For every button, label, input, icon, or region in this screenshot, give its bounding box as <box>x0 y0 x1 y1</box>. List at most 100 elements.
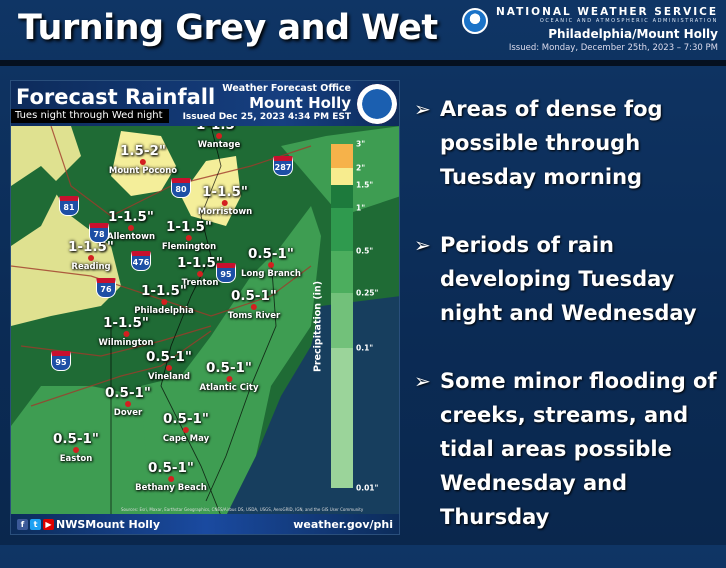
city-dot-icon <box>87 255 94 261</box>
rainfall-amount: 0.5-1" <box>231 288 277 304</box>
city-dot-icon <box>168 476 174 482</box>
bullet-item: ➢ Some minor flooding of creeks, streams,… <box>414 364 724 534</box>
city-label: 0.5-1" Atlantic City <box>199 360 258 393</box>
city-label: 1-1.5" Trenton <box>177 255 223 288</box>
city-name: Flemington <box>161 242 217 252</box>
office-name: Philadelphia/Mount Holly <box>548 27 718 41</box>
city-dot-icon <box>161 299 167 305</box>
city-name: Atlantic City <box>199 383 259 393</box>
map-footer: f t ▶ NWSMount Holly weather.gov/phi <box>11 514 399 534</box>
city-label: 1-1.5" Flemington <box>162 219 216 252</box>
city-label: 0.5-1" Vineland <box>146 349 192 382</box>
city-dot-icon <box>185 235 192 241</box>
city-label: 1.5-2" Mount Pocono <box>109 143 177 176</box>
precipitation-legend <box>331 144 353 491</box>
city-label: 0.5-1" Bethany Beach <box>135 460 207 493</box>
rainfall-amount: 1-1.5" <box>108 209 154 225</box>
agency-subtitle: OCEANIC AND ATMOSPHERIC ADMINISTRATION <box>539 18 718 24</box>
bullet-text: Areas of dense fog possible through Tues… <box>440 97 663 189</box>
bullet-item: ➢ Areas of dense fog possible through Tue… <box>414 92 724 194</box>
city-name: Philadelphia <box>134 306 194 316</box>
city-name: Long Branch <box>241 269 301 279</box>
rainfall-amount: 1.5-2" <box>120 143 166 159</box>
city-name: Wilmington <box>98 338 154 348</box>
office-name-map: Mount Holly <box>249 94 351 112</box>
city-dot-icon <box>72 447 79 453</box>
bullet-list: ➢ Areas of dense fog possible through Tue… <box>414 92 724 568</box>
facebook-icon[interactable]: f <box>17 519 28 530</box>
city-name: Cape May <box>162 434 210 444</box>
city-name: Toms River <box>227 311 281 321</box>
rainfall-map: Forecast Rainfall Tues night through Wed… <box>10 80 400 535</box>
legend-swatch <box>331 208 353 251</box>
legend-title: Precipitation (in) <box>312 280 324 373</box>
city-dot-icon <box>182 427 189 433</box>
page-title: Turning Grey and Wet <box>18 8 438 48</box>
legend-swatch <box>331 144 353 168</box>
city-dot-icon <box>165 365 172 371</box>
rainfall-amount: 1-1.5" <box>177 255 223 271</box>
legend-tick-label: 0.5" <box>356 246 374 256</box>
city-label: 0.5-1" Long Branch <box>241 246 301 279</box>
office-label: Weather Forecast Office <box>222 83 351 94</box>
city-label: 1-1.5" Philadelphia <box>134 283 193 316</box>
city-label: 1-1.5" Wilmington <box>98 315 153 348</box>
twitter-icon[interactable]: t <box>30 519 41 530</box>
noaa-logo-icon <box>461 8 488 34</box>
nws-seal-icon <box>357 84 397 124</box>
city-dot-icon <box>128 225 134 231</box>
city-dot-icon <box>225 376 232 382</box>
bullet-item: ➢ Periods of rain developing Tuesday nigh… <box>414 228 724 330</box>
arrow-icon: ➢ <box>414 97 431 121</box>
legend-swatch <box>331 185 353 208</box>
rainfall-amount: 0.5-1" <box>163 411 209 427</box>
legend-tick-label: 0.25" <box>356 288 379 298</box>
arrow-icon: ➢ <box>414 233 431 257</box>
map-title: Forecast Rainfall <box>16 85 216 109</box>
rainfall-amount: 1-1.5" <box>103 315 149 331</box>
legend-swatch <box>331 293 353 348</box>
interstate-shield-icon: 476 <box>131 251 151 271</box>
interstate-shield-icon: 95 <box>216 263 236 283</box>
map-issued: Issued Dec 25, 2023 4:34 PM EST <box>182 112 351 122</box>
city-dot-icon <box>215 133 222 139</box>
interstate-shield-icon: 76 <box>96 278 116 298</box>
city-name: Allentown <box>106 232 156 242</box>
legend-tick-label: 3" <box>356 139 366 149</box>
rainfall-amount: 1-1.5" <box>166 219 212 235</box>
city-name: Morristown <box>197 207 253 217</box>
city-name: Reading <box>71 262 111 272</box>
city-label: 0.5-1" Dover <box>105 385 151 418</box>
social-handle: NWSMount Holly <box>56 518 160 531</box>
city-name: Bethany Beach <box>135 483 207 493</box>
city-label: 0.5-1" Toms River <box>228 288 280 321</box>
city-dot-icon <box>122 331 129 337</box>
interstate-shield-icon: 95 <box>51 351 71 371</box>
city-name: Mount Pocono <box>108 166 178 176</box>
arrow-icon: ➢ <box>414 369 431 393</box>
city-dot-icon <box>251 304 257 310</box>
map-source-credit: Sources: Esri, Maxar, Earthstar Geograph… <box>121 507 364 512</box>
city-label: 1-1.5" Morristown <box>198 184 252 217</box>
city-dot-icon <box>268 262 274 268</box>
youtube-icon[interactable]: ▶ <box>43 519 54 530</box>
city-name: Vineland <box>148 372 190 382</box>
interstate-shield-icon: 80 <box>171 178 191 198</box>
interstate-shield-icon: 78 <box>89 223 109 243</box>
city-dot-icon <box>124 401 131 407</box>
divider <box>0 60 726 66</box>
legend-tick-label: 0.1" <box>356 343 374 353</box>
legend-tick-label: 1" <box>356 203 366 213</box>
legend-swatch <box>331 168 353 185</box>
city-name: Easton <box>59 454 93 464</box>
city-label: 0.5-1" Cape May <box>163 411 209 444</box>
interstate-shield-icon: 81 <box>59 196 79 216</box>
bullet-text: Periods of rain developing Tuesday night… <box>440 233 697 325</box>
city-label: 1-1.5" Reading <box>68 239 114 272</box>
city-name: Trenton <box>181 278 219 288</box>
city-label: 0.5-1" Easton <box>53 431 99 464</box>
website-url[interactable]: weather.gov/phi <box>293 518 393 531</box>
rainfall-amount: 0.5-1" <box>105 385 151 401</box>
legend-tick-label: 0.01" <box>356 483 379 493</box>
nws-header: NATIONAL WEATHER SERVICE OCEANIC AND ATM… <box>461 6 718 53</box>
